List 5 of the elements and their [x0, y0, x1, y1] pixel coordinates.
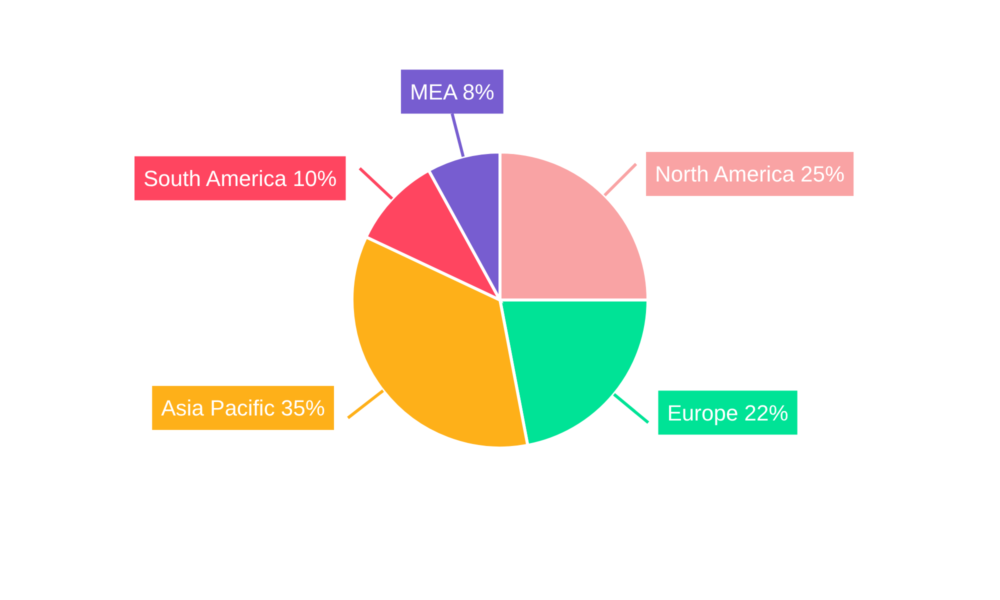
- slice-label: Asia Pacific 35%: [161, 396, 325, 421]
- slice-label: MEA 8%: [410, 79, 494, 104]
- slice-label: North America 25%: [655, 162, 845, 187]
- slice-label: Europe 22%: [667, 400, 788, 426]
- slice-label: South America 10%: [144, 166, 337, 191]
